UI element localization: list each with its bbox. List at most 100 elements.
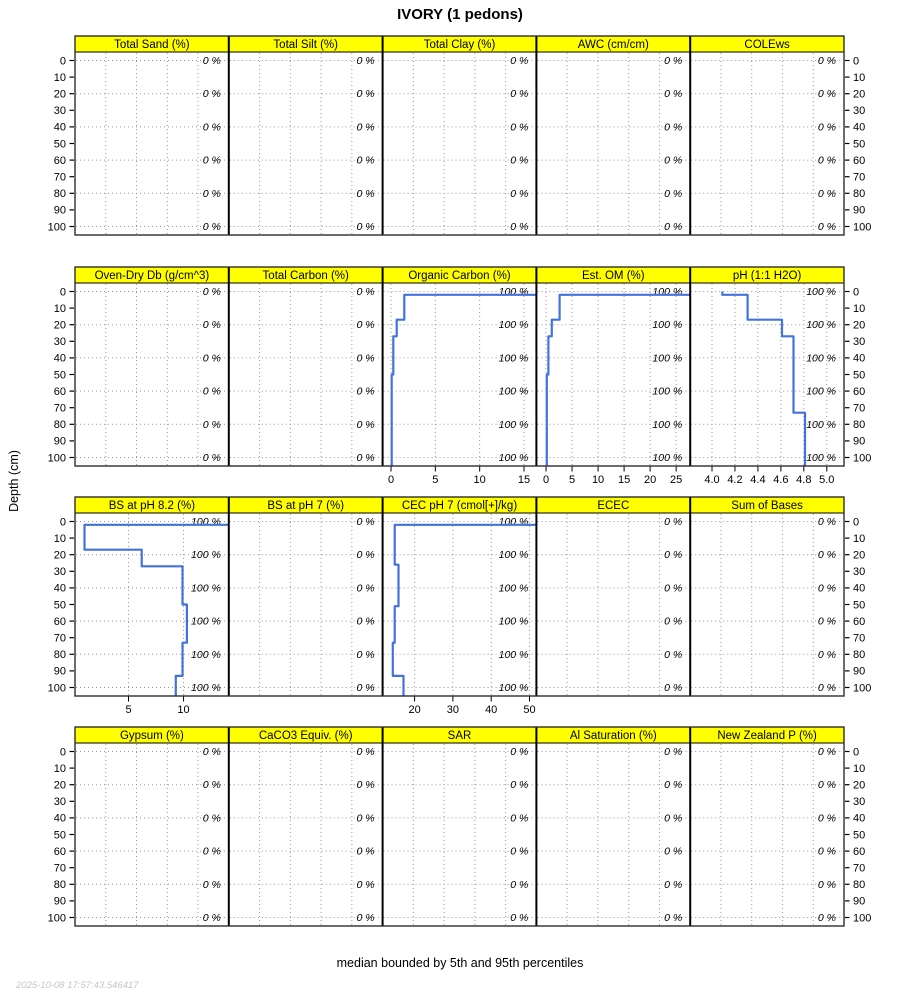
y-tick-label: 20 — [54, 780, 66, 792]
percent-label: 0 % — [357, 188, 375, 200]
y-tick-label: 50 — [853, 369, 865, 381]
percent-label: 100 % — [806, 452, 836, 464]
x-tick-label: 50 — [523, 704, 535, 716]
y-tick-label: 90 — [54, 205, 66, 217]
strip-label-ecec: ECEC — [597, 500, 629, 512]
x-tick-label: 5 — [125, 704, 131, 716]
y-tick-label: 20 — [853, 320, 865, 332]
y-tick-label: 70 — [54, 403, 66, 415]
y-tick-label: 40 — [853, 122, 865, 134]
y-tick-label: 70 — [54, 863, 66, 875]
panel-border — [74, 35, 845, 236]
y-tick-label: 70 — [853, 403, 865, 415]
y-tick-label: 10 — [853, 303, 865, 315]
y-tick-label: 70 — [853, 863, 865, 875]
median-line-cec-ph-7-cmol-kg — [391, 523, 537, 696]
strip-label-bs-at-ph-8-2: BS at pH 8.2 (%) — [109, 500, 195, 512]
percent-label: 0 % — [510, 879, 528, 891]
percent-label: 0 % — [664, 121, 682, 133]
x-tick-label: 40 — [485, 704, 497, 716]
percent-label: 100 % — [652, 286, 682, 298]
percent-label: 0 % — [818, 188, 836, 200]
percent-label: 0 % — [357, 221, 375, 233]
percent-label: 100 % — [499, 516, 529, 528]
percent-label: 0 % — [203, 419, 221, 431]
y-tick-label: 0 — [853, 516, 859, 528]
percent-label: 0 % — [203, 812, 221, 824]
percent-label: 0 % — [664, 55, 682, 67]
strip-label-total-sand: Total Sand (%) — [114, 39, 190, 51]
plot-caption: median bounded by 5th and 95th percentil… — [336, 956, 584, 970]
y-tick-label: 40 — [853, 583, 865, 595]
percent-label: 0 % — [357, 746, 375, 758]
y-tick-label: 60 — [54, 386, 66, 398]
percent-label: 0 % — [818, 155, 836, 167]
percent-label: 0 % — [203, 286, 221, 298]
strip-label-total-clay: Total Clay (%) — [424, 39, 496, 51]
y-tick-label: 60 — [54, 155, 66, 167]
percent-label: 0 % — [818, 549, 836, 561]
strip-label-organic-carbon: Organic Carbon (%) — [408, 270, 510, 282]
percent-label: 0 % — [357, 582, 375, 594]
y-tick-label: 40 — [54, 122, 66, 134]
y-tick-label: 60 — [853, 386, 865, 398]
y-tick-label: 20 — [853, 550, 865, 562]
y-tick-label: 20 — [54, 550, 66, 562]
percent-label: 0 % — [357, 616, 375, 628]
percent-label: 0 % — [818, 649, 836, 661]
percent-label: 0 % — [818, 582, 836, 594]
percent-label: 0 % — [818, 746, 836, 758]
percent-label: 0 % — [357, 319, 375, 331]
y-tick-label: 10 — [54, 72, 66, 84]
percent-label: 0 % — [203, 452, 221, 464]
y-tick-label: 60 — [853, 155, 865, 167]
page-title: IVORY (1 pedons) — [397, 6, 523, 23]
percent-label: 100 % — [652, 352, 682, 364]
percent-label: 100 % — [652, 452, 682, 464]
x-tick-label: 0 — [543, 474, 549, 486]
y-tick-label: 100 — [853, 452, 871, 464]
percent-label: 100 % — [806, 419, 836, 431]
percent-label: 0 % — [510, 221, 528, 233]
y-tick-label: 90 — [54, 896, 66, 908]
percent-label: 0 % — [664, 682, 682, 694]
percent-label: 100 % — [499, 549, 529, 561]
percent-label: 0 % — [818, 846, 836, 858]
y-tick-label: 100 — [853, 912, 871, 924]
percent-label: 0 % — [203, 746, 221, 758]
y-tick-label: 20 — [54, 89, 66, 101]
percent-label: 0 % — [203, 386, 221, 398]
percent-label: 0 % — [664, 779, 682, 791]
panel-border — [74, 726, 845, 927]
y-tick-label: 50 — [853, 829, 865, 841]
percent-label: 0 % — [203, 779, 221, 791]
percent-label: 100 % — [191, 616, 221, 628]
y-tick-label: 20 — [54, 320, 66, 332]
percent-label: 0 % — [357, 286, 375, 298]
x-tick-label: 4.2 — [727, 474, 742, 486]
percent-label: 0 % — [664, 812, 682, 824]
strip-label-new-zealand-p: New Zealand P (%) — [717, 730, 817, 742]
strip-label-caco3-equiv: CaCO3 Equiv. (%) — [259, 730, 353, 742]
percent-label: 0 % — [818, 779, 836, 791]
median-line-est-om — [545, 293, 691, 466]
y-tick-label: 70 — [54, 172, 66, 184]
percent-label: 100 % — [499, 582, 529, 594]
y-tick-label: 70 — [853, 633, 865, 645]
x-tick-label: 4.0 — [704, 474, 719, 486]
strip-label-cec-ph-7-cmol-kg: CEC pH 7 (cmol[+]/kg) — [402, 500, 518, 512]
percent-label: 0 % — [357, 549, 375, 561]
percent-label: 0 % — [818, 121, 836, 133]
percent-label: 0 % — [357, 879, 375, 891]
x-tick-label: 20 — [408, 704, 420, 716]
y-tick-label: 90 — [853, 896, 865, 908]
y-tick-label: 40 — [54, 813, 66, 825]
percent-label: 100 % — [499, 352, 529, 364]
y-tick-label: 30 — [853, 336, 865, 348]
percent-label: 0 % — [203, 155, 221, 167]
percent-label: 0 % — [203, 121, 221, 133]
y-tick-label: 10 — [54, 303, 66, 315]
y-tick-label: 90 — [54, 666, 66, 678]
percent-label: 100 % — [191, 649, 221, 661]
percent-label: 0 % — [203, 879, 221, 891]
